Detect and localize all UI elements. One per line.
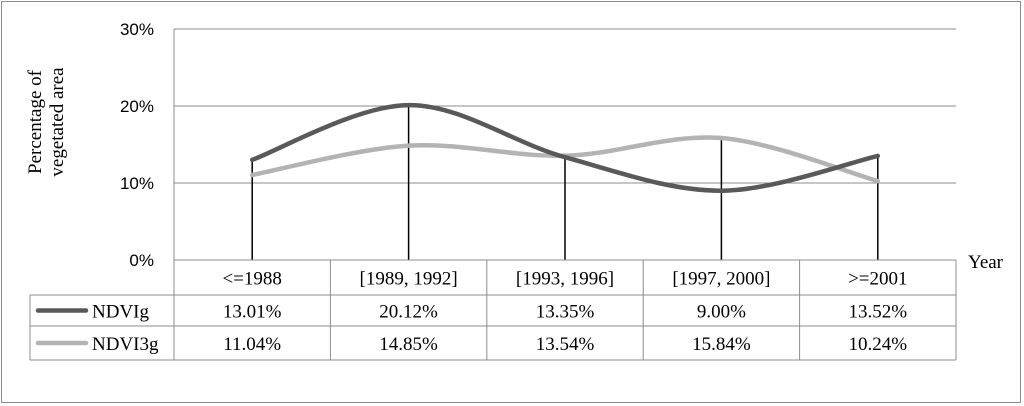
x-tick-label: [1989, 1992] bbox=[360, 269, 458, 290]
legend-label: NDVIg bbox=[92, 302, 149, 323]
y-tick-label: 10% bbox=[120, 174, 154, 193]
x-tick-label: [1993, 1996] bbox=[516, 269, 614, 290]
legend-label: NDVI3g bbox=[92, 334, 159, 355]
x-tick-label: [1997, 2000] bbox=[672, 269, 770, 290]
data-table-cell: 20.12% bbox=[379, 302, 438, 323]
series-line-ndvig bbox=[249, 102, 881, 193]
x-tick-label: >=2001 bbox=[848, 269, 907, 290]
y-tick-label: 0% bbox=[129, 251, 154, 270]
y-axis-label: vegetated area bbox=[47, 67, 68, 177]
data-table-cell: 13.01% bbox=[223, 302, 282, 323]
data-table-cell: 13.35% bbox=[536, 302, 595, 323]
y-tick-label: 20% bbox=[120, 97, 154, 116]
data-table-cell: 14.85% bbox=[379, 334, 438, 355]
x-axis-label: Year bbox=[968, 252, 1004, 273]
y-tick-label: 30% bbox=[120, 20, 154, 39]
data-table-cell: 10.24% bbox=[849, 334, 908, 355]
y-axis-label: Percentage of bbox=[25, 69, 46, 174]
data-table-cell: 13.52% bbox=[849, 302, 908, 323]
x-tick-label: <=1988 bbox=[222, 269, 281, 290]
data-table-cell: 13.54% bbox=[536, 334, 595, 355]
data-table-cell: 15.84% bbox=[692, 334, 751, 355]
data-table-cell: 11.04% bbox=[223, 334, 281, 355]
data-table-cell: 9.00% bbox=[697, 302, 746, 323]
